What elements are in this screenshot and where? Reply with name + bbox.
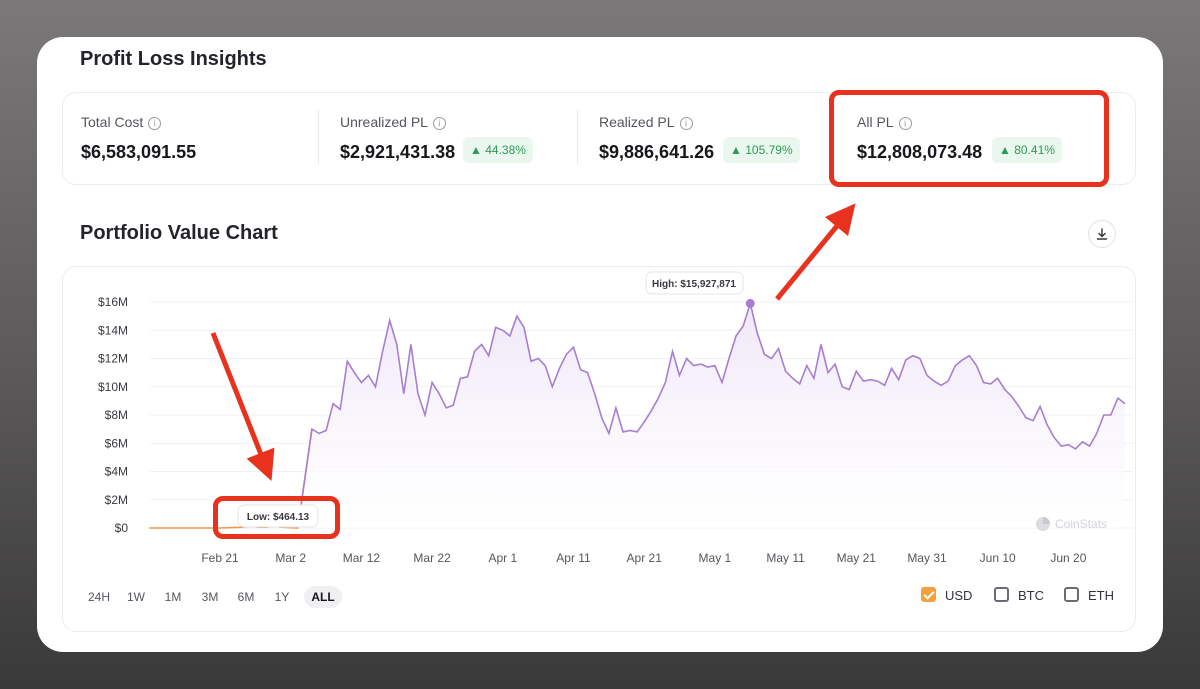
currency-label: BTC [1018,588,1044,603]
x-tick-label: Feb 21 [201,551,239,565]
checkbox-usd[interactable] [921,587,936,602]
highlight-box-all-pl [829,90,1109,187]
y-tick-label: $14M [98,323,128,337]
chart-title: Portfolio Value Chart [80,222,278,244]
range-all[interactable]: ALL [304,586,342,608]
range-1w[interactable]: 1W [127,590,145,604]
stats-panel: Total Cost i $6,583,091.55 Unrealized PL i… [62,92,1136,185]
triangle-up-icon: ▲ [999,143,1011,157]
high-annotation: High: $15,927,871 [645,271,755,308]
checkbox-btc[interactable] [994,587,1009,602]
stat-label: All PL [857,114,894,130]
range-24h[interactable]: 24H [87,590,110,604]
checkbox-eth[interactable] [1064,587,1079,602]
y-tick-label: $10M [98,380,128,394]
change-badge: ▲ 44.38% [463,137,533,163]
range-6m[interactable]: 6M [237,590,255,604]
low-label-bg [237,504,319,528]
low-annotation: Low: $464.13 [237,504,319,528]
range-1y[interactable]: 1Y [274,590,290,604]
high-point[interactable] [745,298,755,308]
stat-value: $9,886,641.26 [599,142,715,162]
x-tick-label: Apr 11 [556,551,591,565]
page-title: Profit Loss Insights [80,48,267,70]
range-1m[interactable]: 1M [164,590,182,604]
currency-label: ETH [1088,588,1114,603]
y-tick-label: $0 [115,521,129,535]
change-badge: ▲ 80.41% [992,137,1062,163]
triangle-up-icon: ▲ [730,143,742,157]
currency-label: USD [945,588,973,603]
x-tick-label: May 31 [907,551,947,565]
stat-value: $2,921,431.38 [340,142,456,162]
area-fill [297,303,1125,528]
y-tick-label: $16M [98,295,128,309]
highlight-box-low [213,496,340,539]
x-tick-label: May 1 [699,551,732,565]
watermark: CoinStats [1036,517,1107,531]
portfolio-chart[interactable]: $0 $2M $4M $6M $8M $10M $12M $14M $16M Feb 21 Mar… [37,37,1163,652]
y-tick-label: $2M [105,493,128,507]
x-axis: Feb 21 Mar 2 Mar 12 Mar 22 Apr 1 Apr 11 Apr 21… [201,551,1086,565]
y-tick-label: $12M [98,352,128,366]
x-tick-label: Apr 21 [627,551,663,565]
stat-label: Realized PL [599,114,675,130]
download-button[interactable] [1088,220,1116,248]
triangle-up-icon: ▲ [470,143,482,157]
coinstats-logo-icon-slice [1043,517,1050,524]
x-tick-label: Mar 12 [343,551,381,565]
x-tick-label: Jun 20 [1050,551,1086,565]
watermark-label: CoinStats [1055,517,1107,531]
stat-value: $6,583,091.55 [81,142,197,162]
stat-label: Unrealized PL [340,114,428,130]
y-tick-label: $4M [105,465,128,479]
divider [318,110,319,164]
low-label: Low: $464.13 [247,512,310,523]
y-tick-label: $8M [105,408,128,422]
info-icon[interactable]: i [679,117,693,130]
stat-label: Total Cost [81,114,144,130]
divider [577,110,578,164]
range-3m[interactable]: 3M [201,590,219,604]
info-icon[interactable]: i [148,117,162,130]
x-tick-label: Mar 22 [413,551,451,565]
info-icon[interactable]: i [898,117,912,130]
profit-loss-card: Profit Loss Insights Total Cost i $6,583,… [37,37,1163,652]
high-label: High: $15,927,871 [652,279,736,290]
stat-value: $12,808,073.48 [857,142,983,162]
download-icon [1096,228,1108,240]
high-label-bg [645,271,744,295]
x-tick-label: Jun 10 [980,551,1016,565]
x-tick-label: May 11 [766,551,805,565]
x-tick-label: May 21 [837,551,877,565]
change-badge: ▲ 105.79% [723,137,800,163]
info-icon[interactable]: i [432,117,446,130]
y-axis: $0 $2M $4M $6M $8M $10M $12M $14M $16M [98,295,128,535]
x-tick-label: Apr 1 [488,551,517,565]
y-tick-label: $6M [105,436,128,450]
series-line [297,300,1126,529]
x-tick-label: Mar 2 [275,551,306,565]
